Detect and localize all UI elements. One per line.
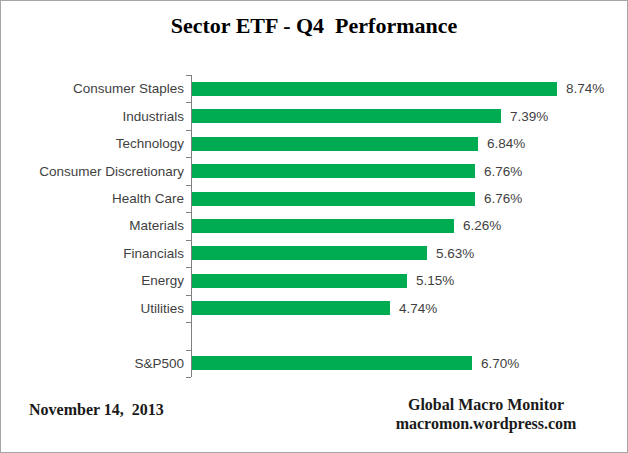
category-label: Utilities (1, 295, 184, 322)
plot-area: Consumer Staples8.74%Industrials7.39%Tec… (1, 75, 627, 377)
value-label: 4.74% (399, 295, 437, 322)
axis-tick (186, 322, 191, 323)
value-label: 5.15% (416, 267, 454, 294)
bar (192, 82, 557, 96)
axis-tick (186, 267, 191, 268)
category-label: Materials (1, 212, 184, 239)
bar (192, 274, 407, 288)
bar (192, 356, 472, 370)
category-label: Technology (1, 130, 184, 157)
value-label: 5.63% (436, 240, 474, 267)
bar (192, 192, 475, 206)
bar (192, 219, 454, 233)
axis-tick (186, 185, 191, 186)
chart-row (1, 322, 627, 349)
credit-line-1: Global Macro Monitor (361, 395, 611, 414)
value-label: 6.84% (487, 130, 525, 157)
category-label: Industrials (1, 102, 184, 129)
chart-row: Materials 6.26% (1, 212, 627, 239)
category-label: Financials (1, 240, 184, 267)
axis-tick (186, 75, 191, 76)
chart-row: Consumer Discretionary 6.76% (1, 157, 627, 184)
bar (192, 301, 390, 315)
credit-line-2: macromon.wordpress.com (361, 414, 611, 433)
category-label (1, 322, 184, 349)
chart-row: Technology 6.84% (1, 130, 627, 157)
value-label: 6.76% (484, 185, 522, 212)
footer-date: November 14, 2013 (29, 401, 164, 419)
value-label: 8.74% (566, 75, 604, 102)
chart-row: Industrials 7.39% (1, 102, 627, 129)
bar (192, 137, 478, 151)
footer-credit: Global Macro Monitor macromon.wordpress.… (361, 395, 611, 433)
category-label: Consumer Staples (1, 75, 184, 102)
category-label: S&P500 (1, 350, 184, 377)
bar (192, 164, 475, 178)
chart-row: Consumer Staples 8.74% (1, 75, 627, 102)
chart-row: Utilities 4.74% (1, 295, 627, 322)
axis-tick (186, 102, 191, 103)
bar (192, 246, 427, 260)
axis-tick (186, 240, 191, 241)
axis-tick (186, 377, 191, 378)
value-label: 6.70% (481, 350, 519, 377)
axis-tick (186, 157, 191, 158)
chart-title: Sector ETF - Q4 Performance (1, 13, 627, 39)
category-label: Consumer Discretionary (1, 157, 184, 184)
value-label: 7.39% (510, 102, 548, 129)
chart-row: Financials 5.63% (1, 240, 627, 267)
chart-row: Health Care 6.76% (1, 185, 627, 212)
value-label: 6.76% (484, 157, 522, 184)
chart-row: Energy 5.15% (1, 267, 627, 294)
bar (192, 109, 501, 123)
category-label: Health Care (1, 185, 184, 212)
chart-row: S&P500 6.70% (1, 350, 627, 377)
axis-tick (186, 212, 191, 213)
axis-tick (186, 130, 191, 131)
category-label: Energy (1, 267, 184, 294)
axis-tick (186, 350, 191, 351)
axis-tick (186, 295, 191, 296)
chart-container: Sector ETF - Q4 Performance Consumer Sta… (0, 0, 628, 453)
value-label: 6.26% (463, 212, 501, 239)
